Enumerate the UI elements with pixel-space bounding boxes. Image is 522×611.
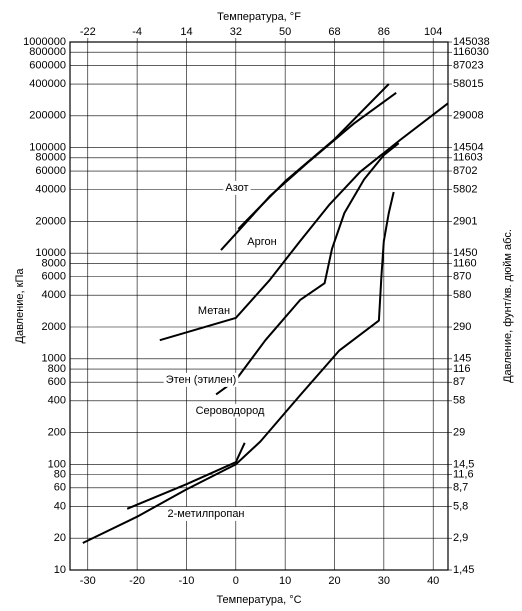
series-label-group: Сероводород [193,403,268,418]
series-label-bg [195,303,233,318]
y-tick-label: 600 [48,376,66,388]
y-tick-label: 20 [54,532,66,544]
y-axis-title: Давление, кПа [14,268,26,344]
y2-tick-label: 29 [453,427,465,439]
x2-tick-label: 68 [328,26,340,38]
y-tick-label: 80 [54,469,66,481]
series-label: Аргон [247,236,276,248]
x2-tick-label: 14 [180,26,192,38]
y-tick-label: 200 [48,427,66,439]
y2-tick-label: 29008 [453,110,484,122]
y-tick-label: 6000 [42,271,66,283]
y-tick-label: 4000 [42,289,66,301]
series-label-group: Аргон [245,234,279,249]
x2-tick-label: 86 [378,26,390,38]
x-tick-label: -10 [179,575,195,587]
y-tick-label: 10000 [35,247,66,259]
y-tick-label: 100000 [29,142,66,154]
y2-tick-label: 1,45 [453,564,474,576]
y-tick-label: 400 [48,395,66,407]
y-tick-label: 60000 [35,165,66,177]
series-label: Этен (этилен) [166,374,237,386]
y-tick-label: 8000 [42,257,66,269]
y2-tick-label: 58015 [453,78,484,90]
y-tick-label: 800 [48,363,66,375]
y-tick-label: 2000 [42,321,66,333]
y2-axis-title: Давление, фунт/кв. дюйм абс. [502,229,514,383]
y2-tick-label: 145 [453,353,471,365]
series-label-bg [165,506,247,521]
x-tick-label: 20 [328,575,340,587]
y2-tick-label: 14504 [453,142,484,154]
y2-tick-label: 5802 [453,184,477,196]
y2-tick-label: 116 [453,363,471,375]
series-label-bg [163,372,239,387]
y-tick-label: 400000 [29,78,66,90]
series-line [215,142,400,396]
y-tick-label: 10 [54,564,66,576]
y2-tick-label: 116030 [453,46,489,58]
series-label-bg [245,234,279,249]
series-label-bg [223,180,251,195]
series-label-group: Метан [195,303,233,318]
x-axis-title: Температура, °C [216,594,301,606]
x-tick-label: 0 [233,575,239,587]
series-line [159,102,449,342]
y-tick-label: 20000 [35,215,66,227]
y-tick-label: 200000 [29,110,66,122]
y2-tick-label: 290 [453,321,471,333]
y-tick-label: 40 [54,500,66,512]
plot-frame [69,41,449,571]
x2-tick-label: 50 [279,26,291,38]
x-tick-label: 30 [378,575,390,587]
x-tick-label: -20 [129,575,145,587]
series-label: Метан [198,305,230,317]
y-tick-label: 60 [54,482,66,494]
y-tick-label: 40000 [35,184,66,196]
y-tick-label: 800000 [29,46,66,58]
series-label-group: Этен (этилен) [163,372,239,387]
top-axis-title: Температура, °F [217,11,301,23]
y2-tick-label: 1450 [453,247,477,259]
x-tick-label: 40 [427,575,439,587]
y2-tick-label: 11603 [453,152,483,164]
y2-tick-label: 1160 [453,257,477,269]
y2-tick-label: 8702 [453,165,477,177]
y2-tick-label: 870 [453,271,471,283]
y2-tick-label: 2,9 [453,532,468,544]
x2-tick-label: -4 [132,26,142,38]
y2-tick-label: 145038 [453,36,490,48]
series-line [126,442,246,510]
series-line [237,83,390,230]
series-line [82,191,395,544]
series-label-group: 2-метилпропан [165,506,247,521]
x-tick-label: 10 [279,575,291,587]
series-label: Азот [225,182,248,194]
x2-tick-label: -22 [80,26,96,38]
y2-tick-label: 8,7 [453,482,468,494]
x2-tick-label: 32 [230,26,242,38]
x2-tick-label: 104 [424,26,442,38]
y-tick-label: 600000 [29,59,66,71]
y-tick-label: 1000000 [23,36,66,48]
y2-tick-label: 5,8 [453,500,468,512]
series-label: Сероводород [196,405,265,417]
series-label: 2-метилпропан [167,508,244,520]
y2-tick-label: 14,5 [453,458,474,470]
y2-tick-label: 87 [453,376,465,388]
y-tick-label: 80000 [35,152,66,164]
series-label-bg [193,403,268,418]
y2-tick-label: 580 [453,289,471,301]
series-label-group: Азот [223,180,251,195]
y2-tick-label: 11,6 [453,469,474,481]
y-tick-label: 1000 [42,353,66,365]
x-tick-label: -30 [80,575,96,587]
y2-tick-label: 87023 [453,59,484,71]
y-tick-label: 100 [48,458,66,470]
y2-tick-label: 58 [453,395,465,407]
y2-tick-label: 2901 [453,215,477,227]
